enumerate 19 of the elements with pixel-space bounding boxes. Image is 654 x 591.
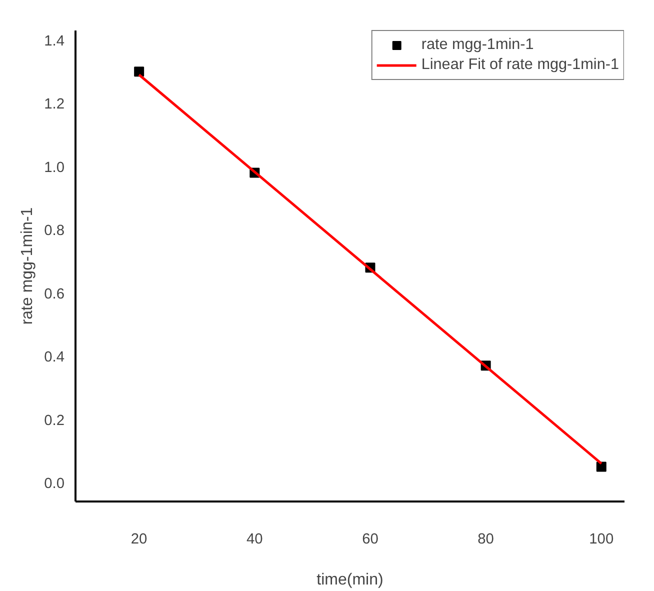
- y-tick-label: 0.0: [44, 476, 64, 492]
- y-tick-label: 0.8: [44, 223, 64, 240]
- y-tick-label: 0.6: [44, 286, 64, 302]
- legend-label: Linear Fit of rate mgg-1min-1: [421, 56, 619, 74]
- x-tick-label: 100: [589, 532, 614, 548]
- legend-label: rate mgg-1min-1: [421, 36, 534, 54]
- y-axis-title: rate mgg-1min-1: [19, 207, 36, 325]
- y-tick-label: 1.0: [44, 160, 64, 176]
- y-tick-label: 1.2: [44, 96, 64, 113]
- x-axis-title: time(min): [316, 572, 384, 588]
- x-tick-label: 60: [362, 532, 378, 548]
- point: [596, 462, 606, 472]
- y-tick-label: 0.4: [44, 350, 64, 366]
- y-tick-label: 1.4: [44, 33, 64, 50]
- y-tick-label: 0.2: [44, 412, 64, 429]
- x-tick-label: 20: [130, 532, 148, 548]
- point: [134, 66, 144, 77]
- x-tick-label: 40: [246, 532, 263, 548]
- x-tick-label: 80: [478, 532, 494, 548]
